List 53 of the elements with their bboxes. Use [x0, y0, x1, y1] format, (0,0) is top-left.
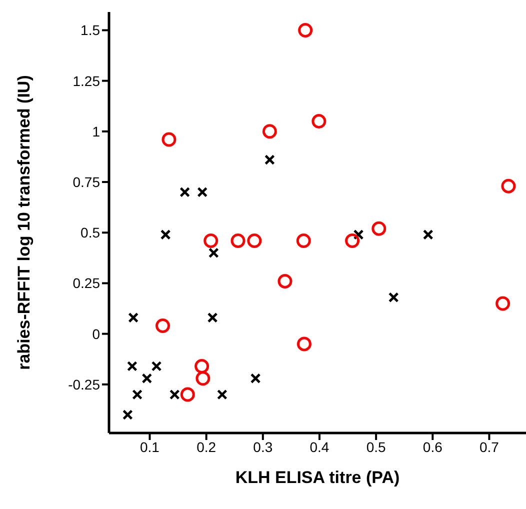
y-tick-label: 1.5 [80, 22, 100, 38]
x-axis-title: KLH ELISA titre (PA) [235, 468, 400, 487]
point [132, 389, 142, 400]
point [298, 22, 313, 38]
point [262, 124, 277, 139]
y-tick-label: -0.25 [68, 376, 100, 392]
point [345, 233, 360, 248]
x-tick-label: 0.2 [196, 438, 216, 455]
point [230, 233, 246, 248]
point [126, 361, 138, 372]
point [180, 387, 195, 402]
x-tick-label: 0.3 [253, 438, 273, 455]
x-tick-label: 0.7 [479, 438, 500, 455]
y-tick-label: 0.75 [72, 174, 100, 190]
point [162, 132, 176, 147]
x-tick-label: 0.6 [422, 438, 443, 455]
x-tick-label: 0.1 [140, 438, 160, 455]
x-tick-label: 0.4 [310, 438, 330, 455]
point [151, 361, 162, 372]
point [208, 248, 219, 258]
point [169, 389, 180, 400]
point [296, 336, 312, 352]
point [196, 371, 210, 386]
point [353, 229, 364, 240]
point [142, 373, 152, 384]
point [372, 221, 386, 236]
point [247, 233, 262, 248]
point [128, 312, 139, 323]
point [216, 389, 228, 400]
point [296, 233, 311, 248]
y-axis-title: rabies-RFFIT log 10 transformed (IU) [14, 75, 34, 370]
y-tick-label: 0.5 [80, 224, 100, 241]
y-tick-label: 0.25 [72, 275, 100, 292]
point [180, 186, 190, 198]
y-tick-label: 1 [92, 123, 100, 140]
y-tick-label: 1.25 [72, 72, 100, 89]
point [496, 296, 510, 311]
point [122, 410, 133, 420]
point [422, 229, 434, 240]
point [264, 154, 275, 165]
point [204, 233, 218, 248]
y-tick-label: 0 [92, 326, 100, 342]
point [312, 114, 326, 129]
point [194, 358, 210, 374]
point [160, 229, 171, 240]
point [388, 292, 399, 303]
point [207, 312, 218, 323]
point [197, 186, 208, 198]
point [250, 373, 261, 384]
point [156, 318, 170, 333]
point [501, 178, 516, 194]
x-tick-label: 0.5 [366, 438, 386, 455]
point [278, 274, 292, 288]
